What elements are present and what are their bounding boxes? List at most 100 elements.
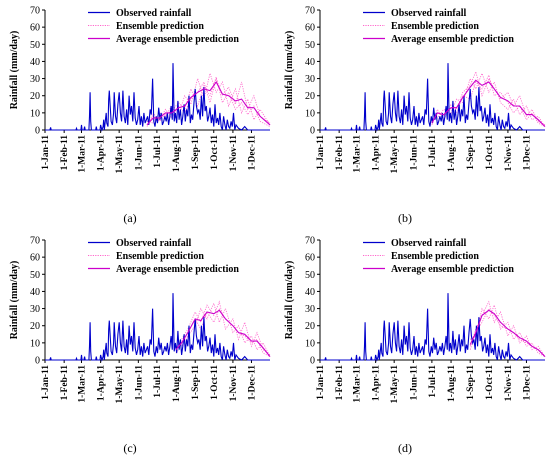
ensemble-prediction-line (469, 303, 546, 357)
y-axis-label: Rainfall (mm/day) (9, 261, 20, 340)
x-tick-label: 1-Apr-11 (97, 365, 107, 401)
y-tick-label: 20 (305, 321, 315, 332)
chart-panel: 0 10 20 30 40 50 60 70 Rainfall (mm/day) 1-Jan-11… (284, 236, 546, 455)
x-tick-label: 1-Oct-11 (485, 365, 495, 400)
x-tick-label: 1-Sep-11 (191, 135, 201, 170)
y-tick-label: 50 (30, 270, 40, 281)
y-axis-label: Rainfall (mm/day) (284, 31, 295, 110)
y-tick-label: 70 (30, 236, 40, 247)
x-tick-label: 1-May-11 (115, 135, 125, 174)
legend-observed-label: Observed rainfall (116, 8, 191, 19)
x-tick-label: 1-Aug-11 (447, 365, 457, 402)
legend-ensemble-label: Ensemble prediction (116, 21, 204, 32)
y-tick-label: 10 (30, 108, 40, 119)
x-tick-label: 1-Jul-11 (153, 365, 163, 398)
x-tick-label: 1-Jun-11 (134, 365, 144, 401)
x-tick-label: 1-Aug-11 (447, 135, 457, 172)
chart-panel: 0 10 20 30 40 50 60 70 Rainfall (mm/day) 1-Jan-11… (284, 6, 546, 225)
observed-rainfall-line (320, 63, 545, 132)
x-tick-label: 1-Mar-11 (77, 135, 87, 173)
chart-panel: 0 10 20 30 40 50 60 70 Rainfall (mm/day) 1-Jan-11… (9, 236, 271, 455)
chart-panel: 0 10 20 30 40 50 60 70 Rainfall (mm/day) 1-Jan-11… (9, 6, 271, 225)
x-tick-label: 1-Jun-11 (409, 135, 419, 171)
average-ensemble-line (469, 309, 546, 357)
x-tick-label: 1-Nov-11 (504, 135, 514, 172)
y-tick-label: 60 (305, 23, 315, 34)
y-tick-label: 60 (30, 253, 40, 264)
x-tick-label: 1-Feb-11 (60, 365, 70, 401)
y-tick-label: 70 (30, 6, 40, 17)
y-tick-label: 0 (35, 126, 40, 137)
x-tick-label: 1-Nov-11 (229, 365, 239, 402)
x-tick-label: 1-Nov-11 (229, 135, 239, 172)
observed-rainfall-line (45, 63, 270, 132)
x-tick-label: 1-Sep-11 (191, 365, 201, 400)
x-tick-label: 1-Mar-11 (352, 365, 362, 403)
legend-average-label: Average ensemble prediction (116, 264, 239, 275)
y-tick-label: 20 (30, 321, 40, 332)
x-tick-label: 1-Jan-11 (316, 365, 326, 400)
x-tick-label: 1-Jan-11 (41, 135, 51, 170)
x-tick-label: 1-Aug-11 (172, 365, 182, 402)
x-tick-label: 1-Oct-11 (485, 135, 495, 170)
y-tick-label: 0 (35, 356, 40, 367)
x-tick-label: 1-Feb-11 (335, 135, 345, 171)
y-tick-label: 40 (305, 287, 315, 298)
x-tick-label: 1-Jan-11 (316, 135, 326, 170)
x-tick-label: 1-Oct-11 (210, 365, 220, 400)
x-tick-label: 1-Jun-11 (409, 365, 419, 401)
legend-observed-label: Observed rainfall (116, 238, 191, 249)
x-tick-label: 1-Feb-11 (60, 135, 70, 171)
x-tick-label: 1-Apr-11 (372, 135, 382, 171)
y-tick-label: 40 (30, 57, 40, 68)
y-tick-label: 50 (305, 40, 315, 51)
panel-label: (a) (123, 211, 136, 225)
ensemble-prediction-line (146, 71, 271, 126)
x-tick-label: 1-Aug-11 (172, 135, 182, 172)
x-tick-label: 1-Jun-11 (134, 135, 144, 171)
y-tick-label: 20 (305, 91, 315, 102)
x-tick-label: 1-May-11 (115, 365, 125, 404)
legend-observed-label: Observed rainfall (391, 238, 466, 249)
legend-average-label: Average ensemble prediction (391, 264, 514, 275)
x-tick-label: 1-Apr-11 (372, 365, 382, 401)
y-tick-label: 10 (305, 108, 315, 119)
ensemble-prediction-line (146, 77, 271, 126)
average-ensemble-line (146, 80, 271, 126)
x-tick-label: 1-Feb-11 (335, 365, 345, 401)
y-tick-label: 50 (305, 270, 315, 281)
x-tick-label: 1-Mar-11 (352, 135, 362, 173)
x-tick-label: 1-Sep-11 (466, 135, 476, 170)
y-tick-label: 50 (30, 40, 40, 51)
x-tick-label: 1-Nov-11 (504, 365, 514, 402)
x-tick-label: 1-Jul-11 (428, 135, 438, 168)
panel-label: (b) (398, 211, 412, 225)
x-tick-label: 1-Jul-11 (153, 135, 163, 168)
x-tick-label: 1-Dec-11 (522, 135, 532, 171)
x-tick-label: 1-Dec-11 (522, 365, 532, 401)
legend-average-label: Average ensemble prediction (391, 34, 514, 45)
y-tick-label: 30 (305, 74, 315, 85)
y-tick-label: 10 (305, 338, 315, 349)
legend-ensemble-label: Ensemble prediction (391, 21, 479, 32)
observed-rainfall-line (320, 293, 545, 362)
x-tick-label: 1-Sep-11 (466, 365, 476, 400)
y-tick-label: 40 (30, 287, 40, 298)
y-tick-label: 60 (30, 23, 40, 34)
panel-label: (c) (123, 441, 136, 455)
legend-ensemble-label: Ensemble prediction (391, 251, 479, 262)
observed-rainfall-line (45, 293, 270, 362)
x-tick-label: 1-May-11 (390, 135, 400, 174)
y-axis-label: Rainfall (mm/day) (9, 31, 20, 110)
x-tick-label: 1-May-11 (390, 365, 400, 404)
y-tick-label: 0 (310, 356, 315, 367)
x-tick-label: 1-Apr-11 (97, 135, 107, 171)
x-tick-label: 1-Jul-11 (428, 365, 438, 398)
y-tick-label: 40 (305, 57, 315, 68)
legend-observed-label: Observed rainfall (391, 8, 466, 19)
ensemble-prediction-line (431, 70, 546, 126)
x-tick-label: 1-Dec-11 (247, 365, 257, 401)
y-tick-label: 70 (305, 236, 315, 247)
